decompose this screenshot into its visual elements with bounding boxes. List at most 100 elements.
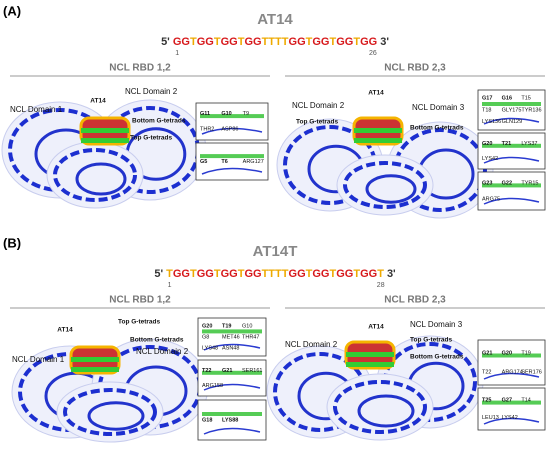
nucleotide: T [268,36,275,48]
three-prime: 3' [387,268,396,280]
nucleotide: G [244,36,253,48]
inset-label: T22 [482,369,491,375]
inset-label: T22 [202,368,211,374]
inset-frame [195,142,269,181]
protein-surface [56,381,164,443]
panel-label: (B) [3,235,21,250]
sequence-start: 1 [168,282,172,289]
inset-label: ARG127 [243,159,264,165]
inset-label: SER176 [521,369,542,375]
inset-frame [477,339,546,386]
inset-label: T25 [482,398,491,404]
inset-label: LYS88 [222,417,238,423]
panel-title: AT14T [253,243,298,260]
nucleotide: T [166,268,173,280]
structure-label: NCL Domain 3 [412,103,465,112]
structure-label: Top G-tetrads [118,319,161,326]
inset: G20 T21 LYS37 LYS42 [477,132,546,170]
nucleotide: T [329,36,336,48]
g-tetrad [346,352,394,357]
inset-label: SER161 [242,368,263,374]
inset-label: LYS136 [482,119,501,125]
nucleotide: G [173,36,182,48]
inset-label: LYS48 [202,346,218,352]
three-prime: 3' [380,36,389,48]
structure-label: NCL Domain 1 [10,105,63,114]
nucleotide: G [360,268,369,280]
structure-label: AT14 [90,98,106,105]
inset-residue [483,417,540,425]
inset-label: ARG174 [502,369,523,375]
g-tetrad [81,138,129,143]
structure-label: AT14 [57,327,73,334]
inset-label: MET46 [222,334,240,340]
nucleotide: G [289,36,298,48]
section-title: NCL RBD 1,2 [109,63,171,74]
nucleotide: T [377,268,384,280]
inset-label: G20 [502,351,512,357]
protein-ribbon [343,161,427,209]
inset-label: G10 [221,111,231,117]
nucleotide: G [312,36,321,48]
nucleotide: G [297,36,306,48]
structure-label: NCL Domain 2 [292,101,345,110]
protein-ribbon [365,174,417,204]
structure-label: AT14 [368,324,384,331]
inset: T25 G27 T14 LEU13 LYS42 [477,387,546,431]
sequence: 5' GGTGGTGGTGGTTTTGGTGGTGGTGG 3' [161,36,389,48]
structure-label: Top G-tetrads [296,119,339,126]
inset-label: G22 [502,181,512,187]
g-tetrad [346,362,394,367]
nucleotide: G [197,268,206,280]
inset: G17 G16 T15 T18 GLY175 TYR136 LYS136 GLN129 [477,89,546,131]
nucleotide: G [205,36,214,48]
inset-residue [203,427,261,435]
inset-label: G10 [242,323,252,329]
inset-label: LYS42 [502,415,518,421]
inset-tetrad [482,400,541,405]
nucleotide: G [181,268,190,280]
nucleotide: G [312,268,321,280]
sequence-end: 26 [369,50,377,57]
inset-label: ASP86 [221,127,238,133]
sequence: 5' TGGTGGTGGTGGTTTTGGTGGTGGTGGT 3' [154,268,396,280]
structure-label: Bottom G-tetrads [410,125,464,132]
nucleotide: T [282,268,289,280]
nucleotide: G [289,268,298,280]
inset-frame [477,387,546,431]
inset-label: ARG158 [202,383,223,389]
nucleotide: T [268,268,275,280]
protein-surface [46,141,144,209]
nucleotide: G [360,36,369,48]
inset-residue [483,197,540,205]
nucleotide: G [345,36,354,48]
nucleotide: T [353,36,360,48]
inset-label: LYS42 [482,156,498,162]
inset-label: T18 [482,107,491,113]
inset-tetrad [482,183,541,188]
nucleotide: T [262,268,269,280]
nucleotide: G [244,268,253,280]
protein-surface [336,154,434,216]
inset-frame [477,132,546,170]
nucleotide: G [229,36,238,48]
nucleotide: T [190,36,197,48]
structure-label: NCL Domain 1 [12,355,65,364]
inset-label: T15 [521,96,530,102]
sequence-end: 28 [377,282,385,289]
five-prime: 5' [161,36,173,48]
inset: G18 LYS88 [197,399,267,441]
inset-label: TYR15 [521,181,538,187]
g-tetrad [81,128,129,133]
structure-label: NCL Domain 2 [285,340,338,349]
panel-label: (A) [3,3,21,18]
structure-label: Bottom G-tetrads [410,354,464,361]
inset-tetrad [482,143,541,148]
nucleotide: G [336,268,345,280]
protein-ribbon [53,148,137,202]
nucleotide: G [229,268,238,280]
inset-frame [195,102,269,141]
inset-label: LYS37 [521,141,537,147]
five-prime: 5' [154,268,166,280]
inset-tetrad [200,154,264,159]
